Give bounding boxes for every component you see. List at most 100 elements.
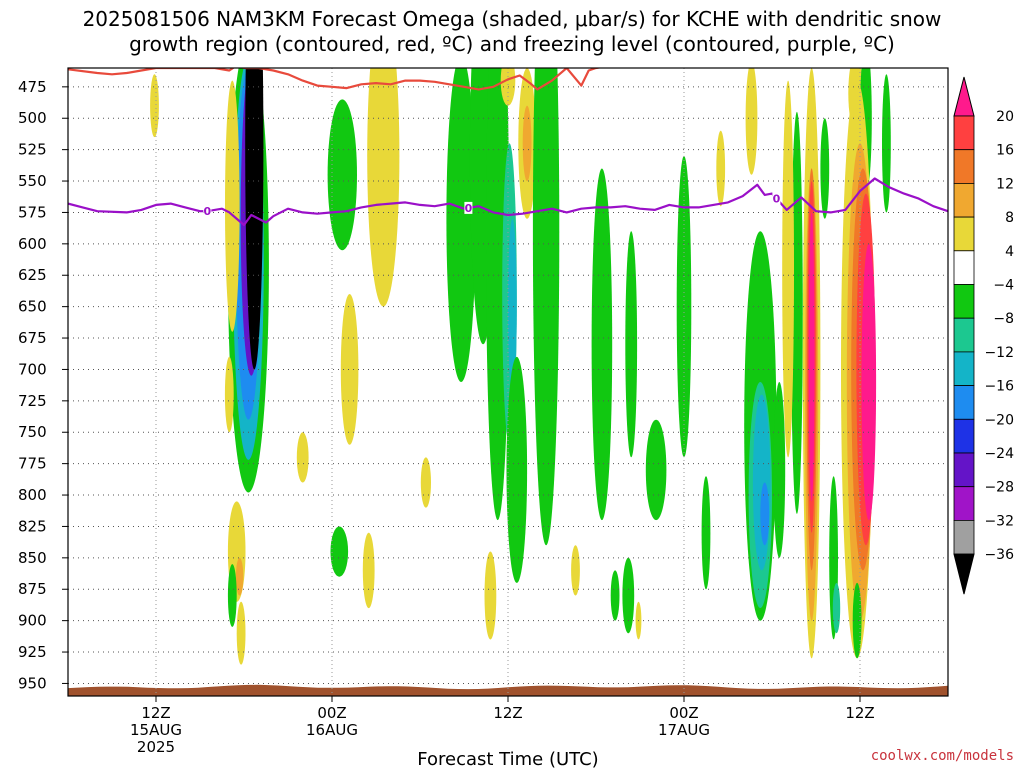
omega-region-24 [506, 356, 528, 583]
omega-region-35 [610, 570, 620, 621]
omega-region-39 [716, 130, 726, 207]
omega-region-9 [236, 601, 246, 665]
y-tick-label-6: 625 [18, 266, 47, 284]
omega-region-30 [571, 545, 580, 596]
omega-region-44 [760, 482, 770, 546]
omega-region-12 [327, 99, 357, 251]
colorbar-label-1: 16 [996, 143, 1014, 159]
colorbar-label-12: −32 [984, 513, 1014, 529]
chart-title-line-2: growth region (contoured, red, ºC) and f… [129, 32, 895, 56]
y-tick-label-14: 825 [18, 517, 47, 535]
y-tick-label-0: 475 [18, 78, 47, 96]
y-axis: 475 500 525 550 575 600 625 650 675 700 725 750 775 8… [18, 78, 68, 692]
x-tick-label-3-0: 00Z [669, 704, 698, 722]
omega-region-23 [508, 218, 517, 395]
y-tick-label-17: 900 [18, 612, 47, 630]
colorbar: 20 16 12 8 4 −4 −8 −12 −16 −20 −24 −28 −32 −36 [953, 76, 1014, 595]
omega-region-27 [522, 105, 532, 182]
y-tick-label-8: 675 [18, 329, 47, 347]
omega-region-31 [591, 168, 613, 521]
terrain-layer [68, 684, 948, 696]
x-tick-label-4-0: 12Z [845, 704, 874, 722]
omega-region-63 [882, 74, 891, 213]
colorbar-bin-2 [953, 149, 975, 184]
colorbar-bin-12 [953, 486, 975, 521]
x-tick-label-0-2: 2025 [137, 738, 175, 756]
omega-region-17 [362, 532, 375, 609]
colorbar-label-0: 20 [996, 109, 1014, 125]
omega-region-16 [296, 432, 309, 483]
freezing-label-bg-0 [203, 205, 212, 218]
omega-region-15 [330, 526, 349, 577]
y-tick-label-10: 725 [18, 392, 47, 410]
omega-region-43 [752, 394, 771, 571]
omega-region-25 [484, 551, 497, 640]
omega-region-7 [235, 557, 244, 596]
omega-region-33 [645, 419, 667, 521]
freezing-level-label: 0 [465, 202, 473, 215]
omega-region-18 [420, 457, 431, 508]
colorbar-label-13: −36 [984, 547, 1014, 563]
y-tick-label-15: 850 [18, 549, 47, 567]
omega-region-5 [225, 80, 240, 332]
omega-region-37 [676, 155, 692, 458]
omega-region-4 [245, 68, 264, 370]
x-tick-label-3-1: 17AUG [658, 721, 710, 739]
omega-region-52 [808, 212, 815, 502]
y-tick-label-3: 550 [18, 172, 47, 190]
credit-text: coolwx.com/models [871, 748, 1014, 764]
y-tick-label-7: 650 [18, 298, 47, 316]
omega-region-55 [832, 583, 841, 634]
colorbar-bin-10 [953, 418, 975, 454]
colorbar-label-8: −16 [984, 379, 1014, 395]
omega-region-28 [532, 68, 560, 546]
omega-region-14 [340, 294, 359, 445]
y-tick-label-11: 750 [18, 423, 47, 441]
freezing-level-label: 0 [203, 205, 211, 218]
x-tick-label-0-0: 12Z [141, 704, 170, 722]
omega-region-19 [446, 68, 476, 382]
colorbar-bin-1 [953, 115, 975, 151]
freezing-level-label: 0 [773, 193, 781, 206]
y-tick-label-9: 700 [18, 360, 47, 378]
omega-region-45 [773, 382, 786, 558]
freezing-label-bg-2 [772, 192, 781, 205]
y-tick-label-12: 775 [18, 455, 47, 473]
omega-region-64 [852, 582, 862, 659]
omega-region-11 [224, 356, 234, 433]
colorbar-bin-9 [953, 385, 975, 420]
colorbar-bin-5 [953, 250, 975, 285]
x-tick-label-1-1: 16AUG [306, 721, 358, 739]
colorbar-label-5: −4 [993, 278, 1014, 294]
y-tick-label-2: 525 [18, 141, 47, 159]
colorbar-label-6: −8 [993, 311, 1014, 327]
omega-region-40 [745, 68, 758, 175]
y-tick-label-16: 875 [18, 580, 47, 598]
x-tick-label-0-1: 15AUG [130, 721, 182, 739]
colorbar-bin-7 [953, 317, 975, 353]
colorbar-label-11: −28 [984, 480, 1014, 496]
y-tick-label-18: 925 [18, 643, 47, 661]
omega-region-38 [701, 476, 711, 590]
omega-region-13 [367, 68, 400, 307]
terrain-surface [68, 684, 948, 696]
y-tick-label-13: 800 [18, 486, 47, 504]
y-tick-label-5: 600 [18, 235, 47, 253]
chart-title-line-1: 2025081506 NAM3KM Forecast Omega (shaded… [83, 7, 942, 31]
omega-region-47 [782, 80, 794, 458]
colorbar-label-2: 12 [996, 176, 1014, 192]
omega-region-32 [625, 231, 638, 458]
omega-region-10 [150, 74, 159, 138]
colorbar-bottom-arrow [953, 553, 975, 595]
omega-region-34 [622, 557, 635, 634]
colorbar-label-9: −20 [984, 412, 1014, 428]
x-tick-label-1-0: 00Z [317, 704, 346, 722]
colorbar-bin-11 [953, 452, 975, 488]
y-tick-label-1: 500 [18, 109, 47, 127]
freezing-label-bg-1 [464, 201, 473, 214]
colorbar-label-4: 4 [1005, 244, 1014, 260]
colorbar-label-10: −24 [984, 446, 1014, 462]
x-tick-label-2-0: 12Z [493, 704, 522, 722]
